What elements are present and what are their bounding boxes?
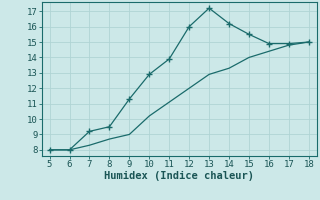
X-axis label: Humidex (Indice chaleur): Humidex (Indice chaleur): [104, 171, 254, 181]
